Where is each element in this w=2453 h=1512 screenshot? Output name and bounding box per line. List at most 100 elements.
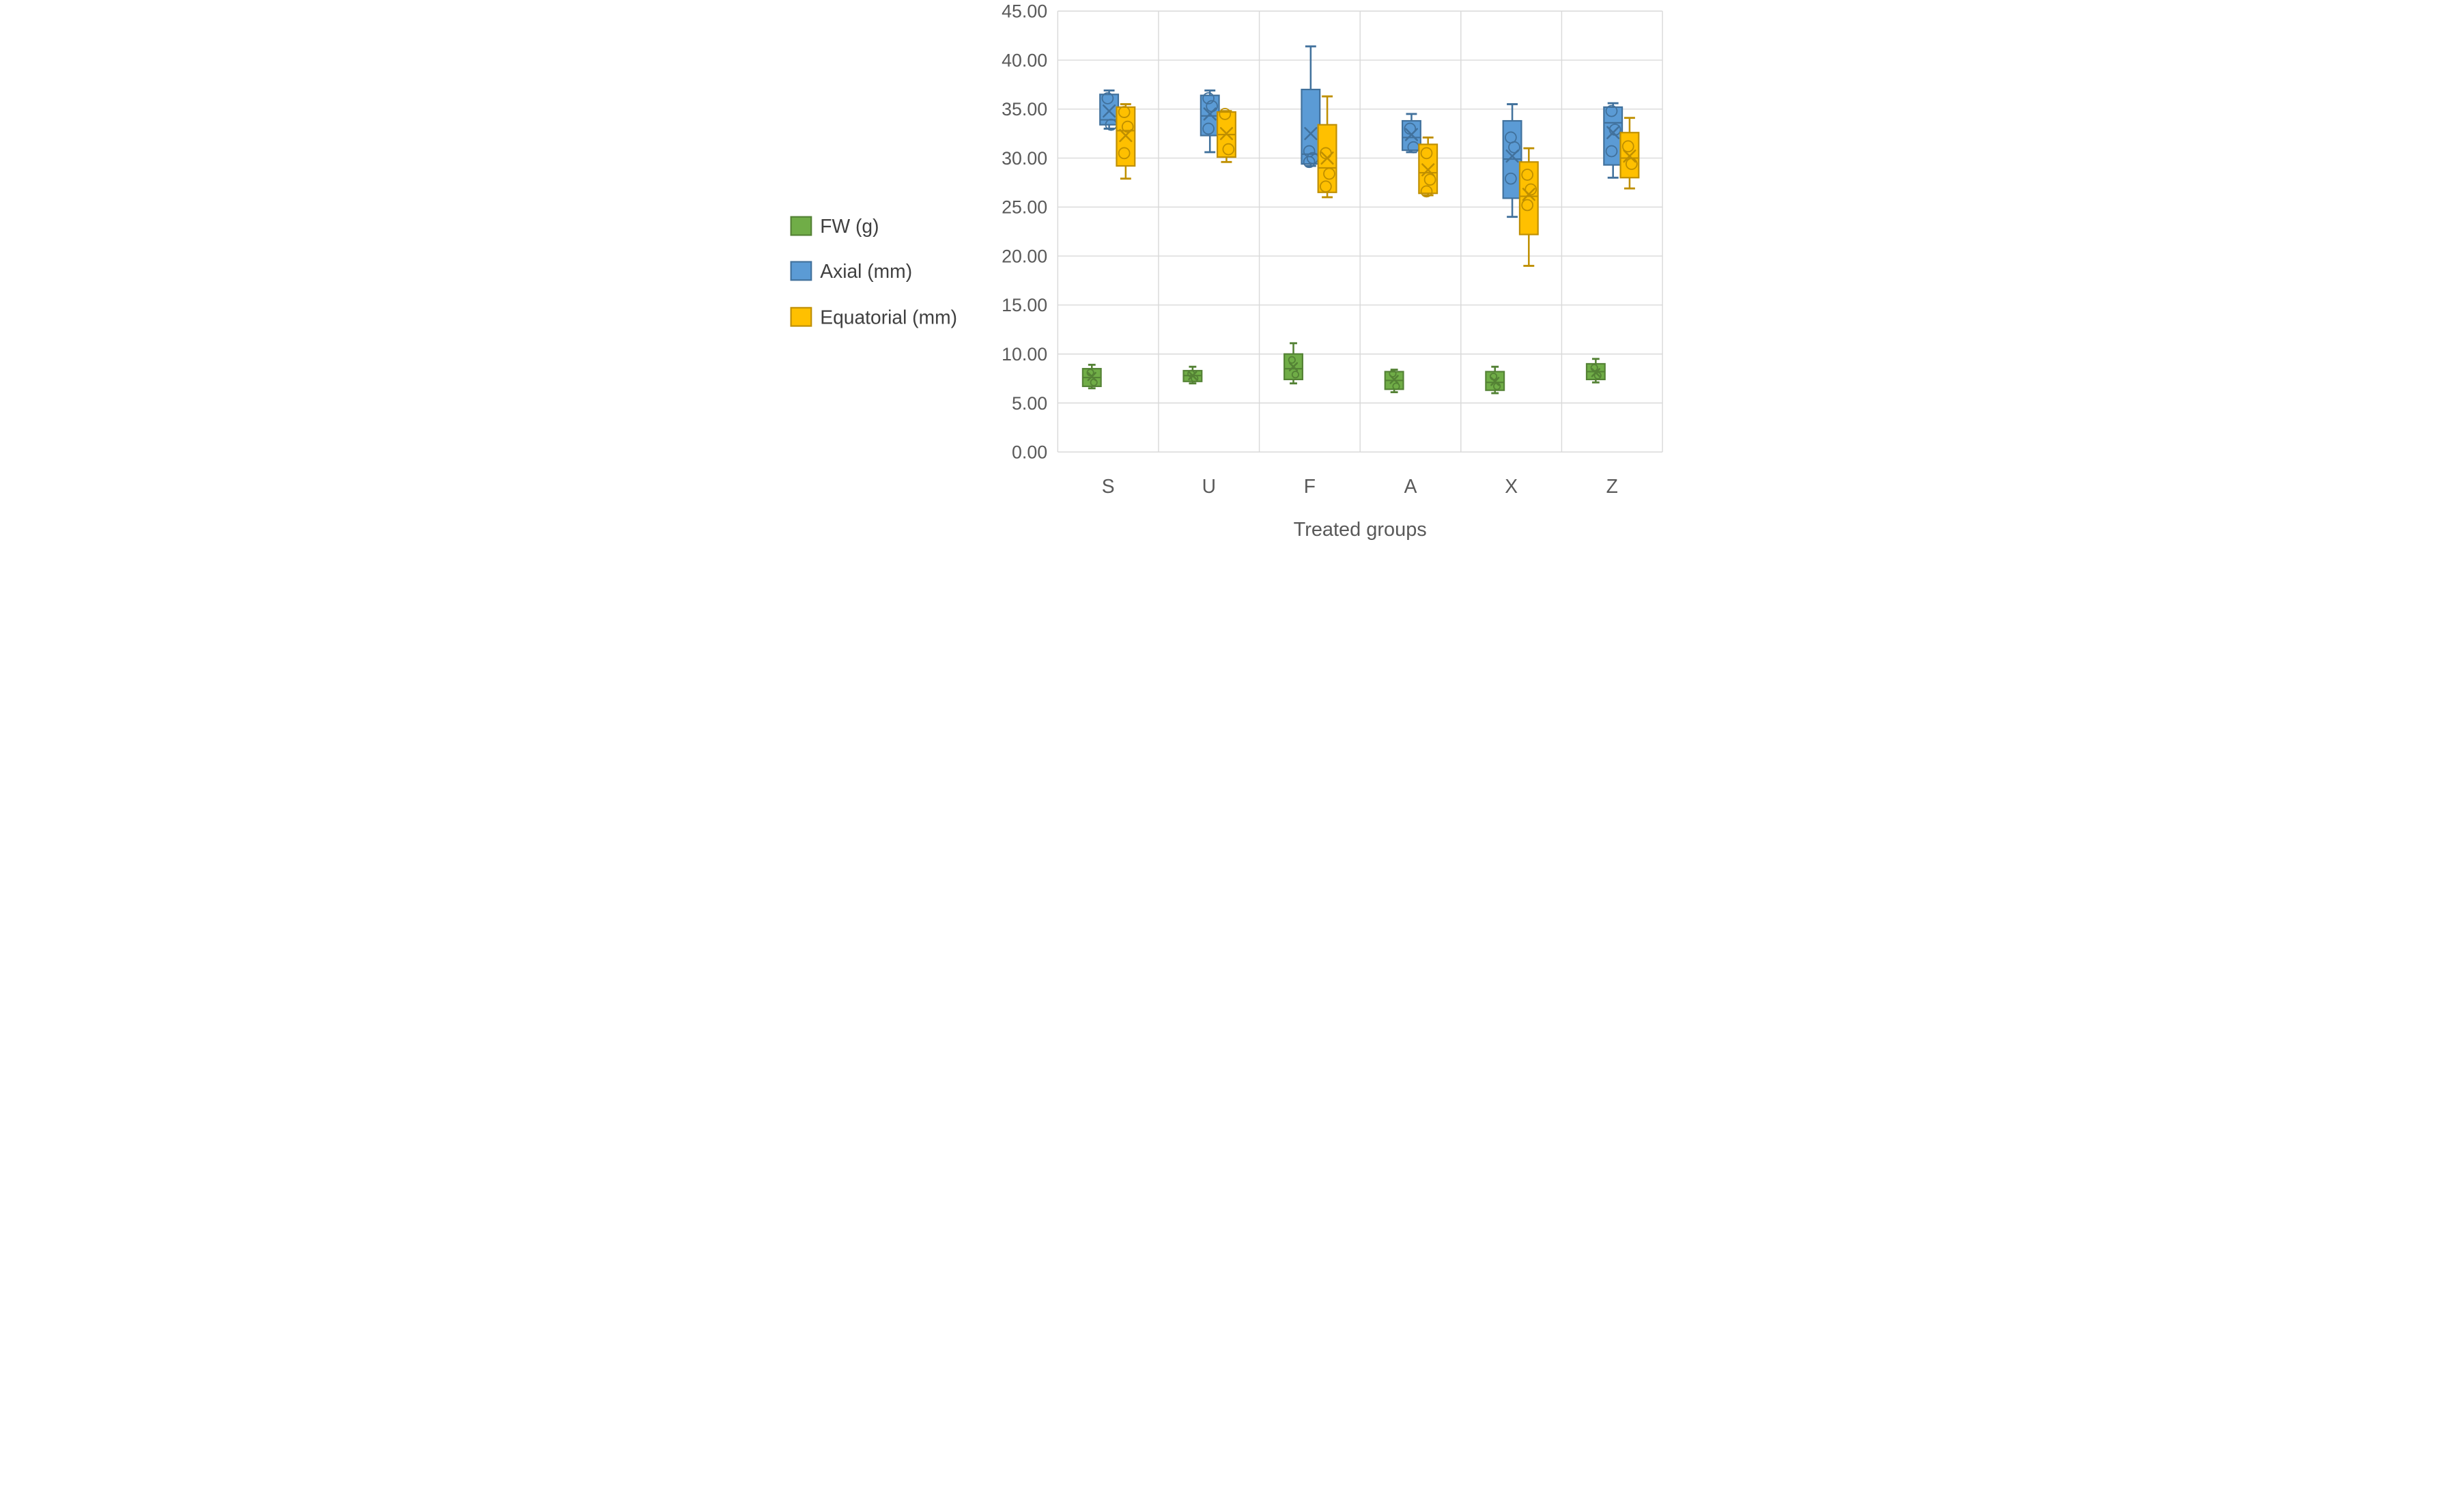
data-point [1524, 183, 1537, 196]
legend-item-fw: FW (g) [790, 215, 879, 237]
mean-marker [1421, 163, 1434, 177]
box-axial-mm-S [1098, 89, 1119, 131]
box-equatorial-mm-A [1417, 136, 1438, 198]
y-tick-label: 5.00 [1012, 393, 1047, 414]
data-point [1202, 122, 1215, 135]
data-point [1205, 100, 1218, 113]
box-axial-mm-A [1401, 113, 1421, 154]
data-point [1489, 372, 1497, 381]
legend-swatch-fw [790, 216, 812, 236]
data-point [1319, 147, 1332, 160]
x-category-label-Z: Z [1606, 475, 1617, 497]
y-tick-label: 30.00 [1002, 148, 1047, 169]
data-point [1507, 141, 1520, 154]
box-equatorial-mm-F [1317, 95, 1337, 199]
data-point [1202, 92, 1215, 104]
mean-marker [1219, 127, 1233, 141]
data-point [1118, 106, 1131, 118]
box-fw-g-Z [1585, 358, 1606, 384]
legend-item-axial: Axial (mm) [790, 260, 912, 282]
y-axis-tick-labels: 0.00 5.00 10.00 15.00 20.00 25.00 30.00 35.00 40… [1002, 1, 1047, 463]
data-point [1086, 369, 1094, 377]
data-point [1608, 124, 1621, 136]
x-category-label-A: A [1404, 475, 1417, 497]
box-equatorial-mm-U [1216, 108, 1236, 163]
box-fw-g-X [1484, 365, 1505, 395]
y-tick-label: 15.00 [1002, 295, 1047, 315]
data-point [1121, 120, 1134, 133]
legend: FW (g) Axial (mm) Equatorial (mm) [790, 215, 957, 328]
mean-marker [1288, 362, 1298, 371]
data-point [1520, 169, 1533, 181]
series-axial-mm [1098, 45, 1623, 218]
legend-item-equatorial: Equatorial (mm) [790, 306, 957, 328]
data-point [1319, 180, 1332, 193]
data-point [1218, 108, 1231, 120]
y-tick-label: 35.00 [1002, 99, 1047, 119]
data-point [1605, 104, 1617, 117]
data-point [1288, 356, 1296, 364]
legend-swatch-axial [790, 261, 812, 281]
data-point [1190, 374, 1198, 383]
data-point [1625, 158, 1638, 171]
data-point [1391, 382, 1400, 390]
data-point [1090, 378, 1098, 386]
data-point [1504, 172, 1517, 185]
legend-label-axial: Axial (mm) [820, 260, 912, 282]
x-category-label-S: S [1101, 475, 1114, 497]
box-fw-g-S [1081, 363, 1102, 390]
legend-label-equatorial: Equatorial (mm) [820, 306, 957, 328]
legend-label-fw: FW (g) [820, 215, 879, 237]
y-tick-label: 20.00 [1002, 246, 1047, 266]
box-axial-mm-X [1502, 103, 1522, 218]
mean-marker [1303, 127, 1317, 141]
data-point [1221, 143, 1234, 156]
data-point [1322, 167, 1335, 180]
y-tick-label: 10.00 [1002, 344, 1047, 365]
data-point [1291, 371, 1299, 379]
gridlines [1057, 10, 1663, 453]
box-axial-mm-U [1200, 89, 1220, 154]
x-category-label-U: U [1202, 475, 1215, 497]
data-point [1593, 371, 1602, 380]
series-equatorial-mm [1115, 95, 1639, 267]
y-tick-label: 0.00 [1012, 442, 1047, 463]
data-point [1420, 185, 1432, 198]
mean-marker [1102, 104, 1116, 118]
data-point [1420, 147, 1432, 160]
y-tick-label: 45.00 [1002, 1, 1047, 22]
box-equatorial-mm-X [1518, 147, 1539, 267]
mean-marker [1622, 149, 1636, 163]
data-point [1520, 199, 1533, 212]
data-point [1590, 364, 1598, 372]
data-point [1101, 92, 1114, 104]
box-equatorial-mm-S [1115, 103, 1135, 180]
mean-marker [1203, 107, 1217, 121]
y-tick-label: 40.00 [1002, 50, 1047, 70]
data-point [1187, 369, 1195, 377]
box-fw-g-U [1182, 365, 1202, 385]
data-point [1388, 369, 1397, 377]
data-point [1403, 122, 1416, 135]
chart-page: 0.00 5.00 10.00 15.00 20.00 25.00 30.00 35.00 40… [782, 0, 1671, 547]
box-plot-chart: 0.00 5.00 10.00 15.00 20.00 25.00 30.00 35.00 40… [782, 0, 1671, 547]
data-point [1118, 147, 1131, 160]
legend-swatch-equatorial [790, 306, 812, 327]
data-point [1492, 382, 1501, 390]
box-axial-mm-F [1300, 45, 1320, 169]
mean-marker [1490, 377, 1499, 386]
series-fw-g [1081, 342, 1606, 395]
data-point [1621, 140, 1634, 153]
box-fw-g-A [1384, 369, 1404, 394]
data-point [1303, 156, 1316, 169]
box-equatorial-mm-Z [1619, 117, 1639, 190]
y-tick-label: 25.00 [1002, 197, 1047, 218]
x-axis-title: Treated groups [1293, 519, 1426, 541]
x-category-label-X: X [1505, 475, 1518, 497]
data-point [1605, 145, 1617, 158]
box-axial-mm-Z [1602, 102, 1623, 179]
box-fw-g-F [1283, 342, 1303, 385]
data-point [1423, 173, 1436, 186]
x-category-label-F: F [1303, 475, 1315, 497]
